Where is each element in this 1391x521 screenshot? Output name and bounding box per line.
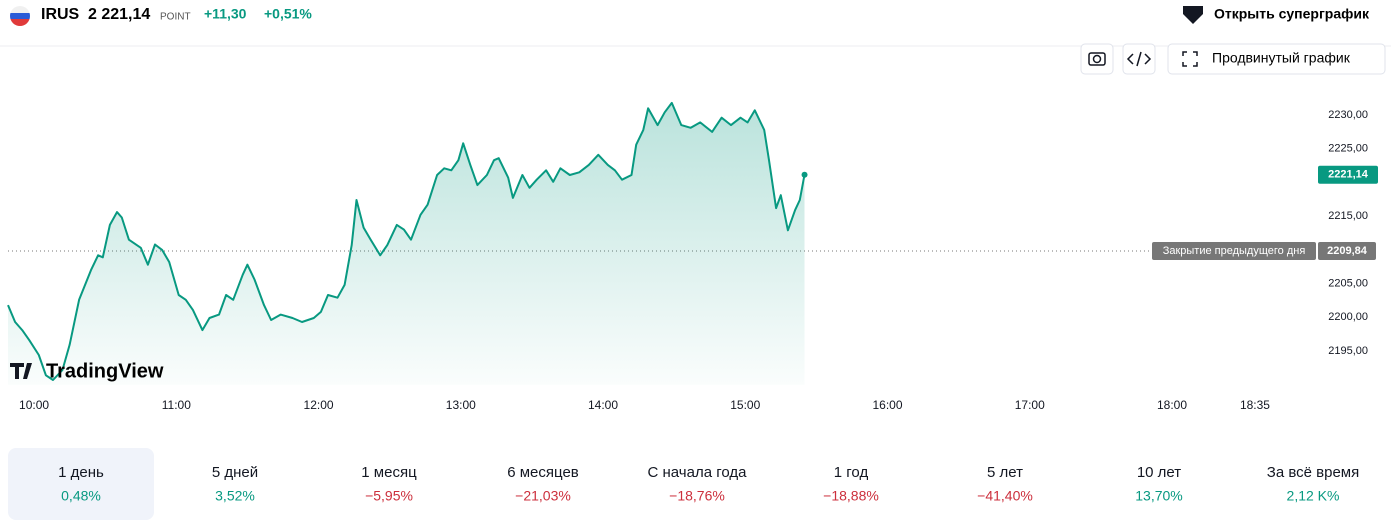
period-change: −18,88% bbox=[823, 488, 879, 504]
y-tick-label: 2200,00 bbox=[1328, 311, 1368, 323]
period-label[interactable]: 1 день bbox=[58, 464, 104, 481]
symbol[interactable]: IRUS bbox=[41, 6, 80, 23]
last-price-label: 2221,14 bbox=[1328, 169, 1369, 181]
x-tick-label: 14:00 bbox=[588, 398, 618, 412]
camera-icon bbox=[1088, 52, 1106, 66]
code-icon bbox=[1126, 51, 1152, 67]
unit: POINT bbox=[160, 12, 191, 23]
period-change: 2,12 K% bbox=[1287, 488, 1340, 504]
y-tick-label: 2205,00 bbox=[1328, 277, 1368, 289]
x-tick-label: 11:00 bbox=[162, 398, 191, 412]
period-change: 13,70% bbox=[1135, 488, 1182, 504]
y-tick-label: 2195,00 bbox=[1328, 345, 1368, 357]
period-label[interactable]: 10 лет bbox=[1137, 464, 1181, 481]
change-pct: +0,51% bbox=[264, 6, 312, 22]
snapshot-button[interactable] bbox=[1080, 43, 1114, 75]
y-tick-label: 2225,00 bbox=[1328, 143, 1368, 155]
x-tick-label: 18:35 bbox=[1240, 398, 1270, 412]
period-label[interactable]: За всё время bbox=[1267, 464, 1359, 481]
period-change: −5,95% bbox=[365, 488, 413, 504]
logo-mark bbox=[10, 363, 32, 379]
change: +11,30 bbox=[204, 6, 247, 22]
x-tick-label: 17:00 bbox=[1015, 398, 1045, 412]
open-supergraph[interactable]: Открыть суперграфик bbox=[1214, 6, 1370, 22]
previous-close-text: Закрытие предыдущего дня bbox=[1163, 245, 1306, 257]
period-label[interactable]: С начала года bbox=[648, 464, 748, 481]
periods: 1 день 0,48% 5 дней 3,52% 1 месяц −5,95% 6 мес… bbox=[58, 464, 1359, 504]
x-tick-label: 12:00 bbox=[304, 398, 334, 412]
advanced-button[interactable] bbox=[1167, 43, 1386, 75]
logo: TradingView bbox=[46, 360, 164, 382]
period-label[interactable]: 1 месяц bbox=[361, 464, 417, 481]
x-tick-label: 10:00 bbox=[19, 398, 49, 412]
period-label[interactable]: 5 лет bbox=[987, 464, 1023, 481]
fullscreen-icon bbox=[1182, 51, 1198, 67]
supergraph-icon[interactable] bbox=[1183, 6, 1203, 24]
period-change: −41,40% bbox=[977, 488, 1033, 504]
period-label[interactable]: 6 месяцев bbox=[507, 464, 579, 481]
x-tick-label: 15:00 bbox=[730, 398, 760, 412]
period-label[interactable]: 1 год bbox=[834, 464, 869, 481]
camera-lens bbox=[1092, 54, 1102, 64]
y-tick-label: 2215,00 bbox=[1328, 210, 1368, 222]
area bbox=[8, 102, 805, 385]
price-line bbox=[7, 101, 806, 381]
period-change: 0,48% bbox=[61, 488, 101, 504]
previous-close-tag bbox=[1152, 241, 1316, 260]
x-tick-label: 18:00 bbox=[1157, 398, 1187, 412]
x-tick-label: 16:00 bbox=[872, 398, 902, 412]
flag bbox=[10, 6, 30, 26]
active-period bbox=[8, 448, 154, 520]
plot: 2195,00 2200,00 2205,00 2215,00 2225,00 2230,… bbox=[7, 101, 1378, 412]
last-point bbox=[801, 171, 808, 178]
period-label[interactable]: 5 дней bbox=[212, 464, 258, 481]
price: 2 221,14 bbox=[88, 6, 150, 23]
advanced-label[interactable]: Продвинутый график bbox=[1212, 50, 1351, 66]
y-tick-label: 2230,00 bbox=[1328, 109, 1368, 121]
period-change: −21,03% bbox=[515, 488, 571, 504]
period-change: −18,76% bbox=[669, 488, 725, 504]
previous-close-label: 2209,84 bbox=[1327, 245, 1368, 257]
last-price-box bbox=[1318, 165, 1378, 184]
period-change: 3,52% bbox=[215, 488, 255, 504]
x-tick-label: 13:00 bbox=[446, 398, 476, 412]
previous-close-box bbox=[1318, 241, 1376, 260]
